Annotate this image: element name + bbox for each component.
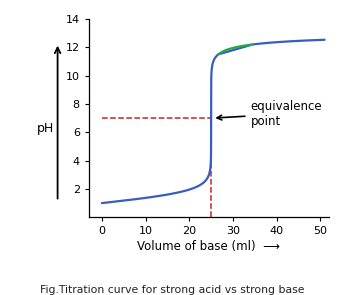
X-axis label: Volume of base (ml)  ⟶: Volume of base (ml) ⟶ xyxy=(137,240,280,253)
Text: pH: pH xyxy=(37,122,54,135)
Text: Fig.Titration curve for strong acid vs strong base: Fig.Titration curve for strong acid vs s… xyxy=(40,285,304,295)
Text: equivalence
point: equivalence point xyxy=(217,100,322,128)
